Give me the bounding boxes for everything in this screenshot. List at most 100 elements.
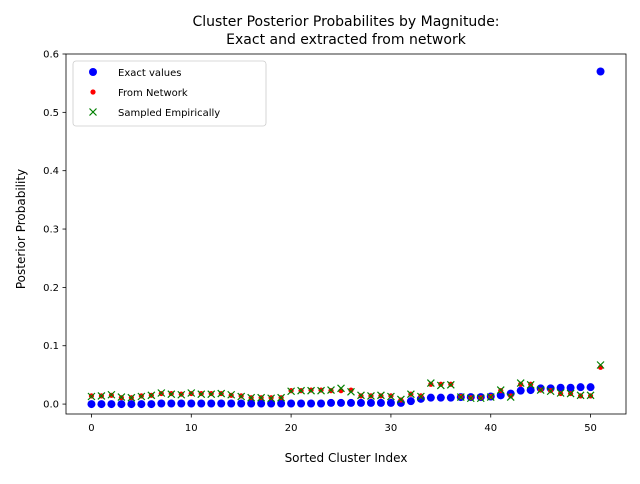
exact-value-point — [177, 399, 186, 408]
network-value-point — [348, 387, 354, 393]
sampled-value-point — [416, 392, 425, 401]
sampled-value-series — [87, 361, 605, 404]
exact-value-point — [117, 400, 126, 409]
exact-value-point — [576, 383, 585, 392]
exact-value-point — [327, 398, 336, 407]
marker-stroke — [446, 380, 455, 389]
sampled-value-point — [327, 386, 335, 395]
x-tick-label: 40 — [484, 423, 497, 434]
marker-stroke — [227, 390, 236, 399]
sampled-value-point — [436, 381, 445, 390]
marker-stroke — [496, 386, 505, 395]
legend-label: From Network — [118, 88, 188, 99]
legend-marker — [89, 68, 97, 76]
marker-stroke — [347, 387, 355, 396]
exact-value-point — [297, 399, 306, 408]
exact-value-point — [566, 383, 575, 392]
sampled-value-point — [506, 393, 515, 402]
axes-frame — [65, 53, 627, 415]
marker-stroke — [257, 393, 266, 402]
marker-stroke — [217, 389, 226, 398]
x-axis-label: Sorted Cluster Index — [285, 451, 408, 465]
sampled-value-point — [267, 394, 276, 403]
sampled-value-point — [97, 391, 106, 400]
sampled-value-point — [386, 392, 395, 401]
exact-value-point — [386, 398, 395, 407]
network-value-point — [508, 393, 514, 399]
exact-value-point — [257, 399, 266, 408]
exact-value-point — [87, 400, 96, 409]
sampled-value-point — [217, 389, 226, 398]
exact-value-point — [187, 399, 196, 408]
marker-stroke — [456, 393, 465, 402]
marker-stroke — [247, 393, 256, 402]
exact-value-point — [247, 399, 256, 408]
x-tick-label: 20 — [285, 423, 298, 434]
sampled-value-point — [357, 391, 365, 400]
y-tick-label: 0.0 — [43, 400, 59, 411]
exact-value-point — [217, 399, 226, 408]
sampled-value-point — [297, 386, 306, 395]
marker-stroke — [317, 386, 325, 395]
marker-stroke — [406, 390, 415, 399]
legend-item: Sampled Empirically — [89, 108, 220, 119]
sampled-value-point — [287, 387, 296, 396]
network-value-point — [438, 381, 444, 387]
marker-stroke — [97, 391, 106, 400]
exact-value-point — [207, 399, 216, 408]
sampled-value-point — [307, 386, 315, 395]
exact-value-point — [127, 400, 136, 409]
exact-value-point — [277, 399, 286, 408]
y-tick-label: 0.2 — [43, 283, 59, 294]
chart-title-line-1: Cluster Posterior Probabilites by Magnit… — [192, 14, 499, 30]
sampled-value-point — [456, 393, 465, 402]
exact-value-point — [436, 393, 445, 402]
chart-title-line-2: Exact and extracted from network — [226, 32, 467, 48]
sampled-value-point — [466, 394, 475, 403]
marker-stroke — [377, 391, 385, 400]
marker-stroke — [177, 390, 186, 399]
sampled-value-point — [496, 386, 505, 395]
marker-stroke — [486, 393, 495, 402]
marker-stroke — [536, 386, 545, 395]
sampled-value-point — [556, 389, 565, 397]
plot-area — [87, 67, 605, 409]
exact-value-point — [356, 398, 365, 407]
marker-stroke — [516, 379, 525, 388]
marker-stroke — [297, 386, 306, 395]
sampled-value-point — [207, 390, 216, 399]
sampled-value-point — [526, 380, 535, 389]
marker-stroke — [107, 390, 116, 399]
exact-value-point — [556, 383, 565, 392]
exact-value-point — [376, 398, 385, 407]
marker-stroke — [117, 393, 126, 402]
x-tick-label: 10 — [185, 423, 198, 434]
marker-stroke — [187, 389, 196, 397]
legend-label: Exact values — [118, 68, 182, 79]
sampled-value-point — [546, 387, 555, 396]
exact-value-point — [317, 399, 326, 408]
x-tick-label: 30 — [385, 423, 398, 434]
marker-stroke — [127, 393, 136, 402]
sampled-value-point — [446, 380, 455, 389]
exact-value-point — [586, 383, 595, 392]
sampled-value-point — [596, 361, 605, 369]
marker-stroke — [466, 394, 475, 403]
sampled-value-point — [317, 386, 325, 395]
exact-value-point — [167, 399, 176, 408]
sampled-value-point — [187, 389, 196, 397]
marker-stroke — [267, 394, 276, 403]
legend-item: Exact values — [89, 68, 182, 79]
marker-stroke — [586, 391, 595, 400]
marker-stroke — [157, 389, 166, 397]
marker-stroke — [476, 394, 485, 403]
exact-value-point — [516, 386, 525, 395]
sampled-value-point — [137, 392, 146, 401]
marker-stroke — [237, 392, 246, 401]
marker-stroke — [596, 361, 605, 369]
marker-stroke — [147, 391, 156, 400]
marker-stroke — [337, 384, 345, 393]
marker-stroke — [506, 393, 515, 402]
sampled-value-point — [277, 393, 286, 402]
